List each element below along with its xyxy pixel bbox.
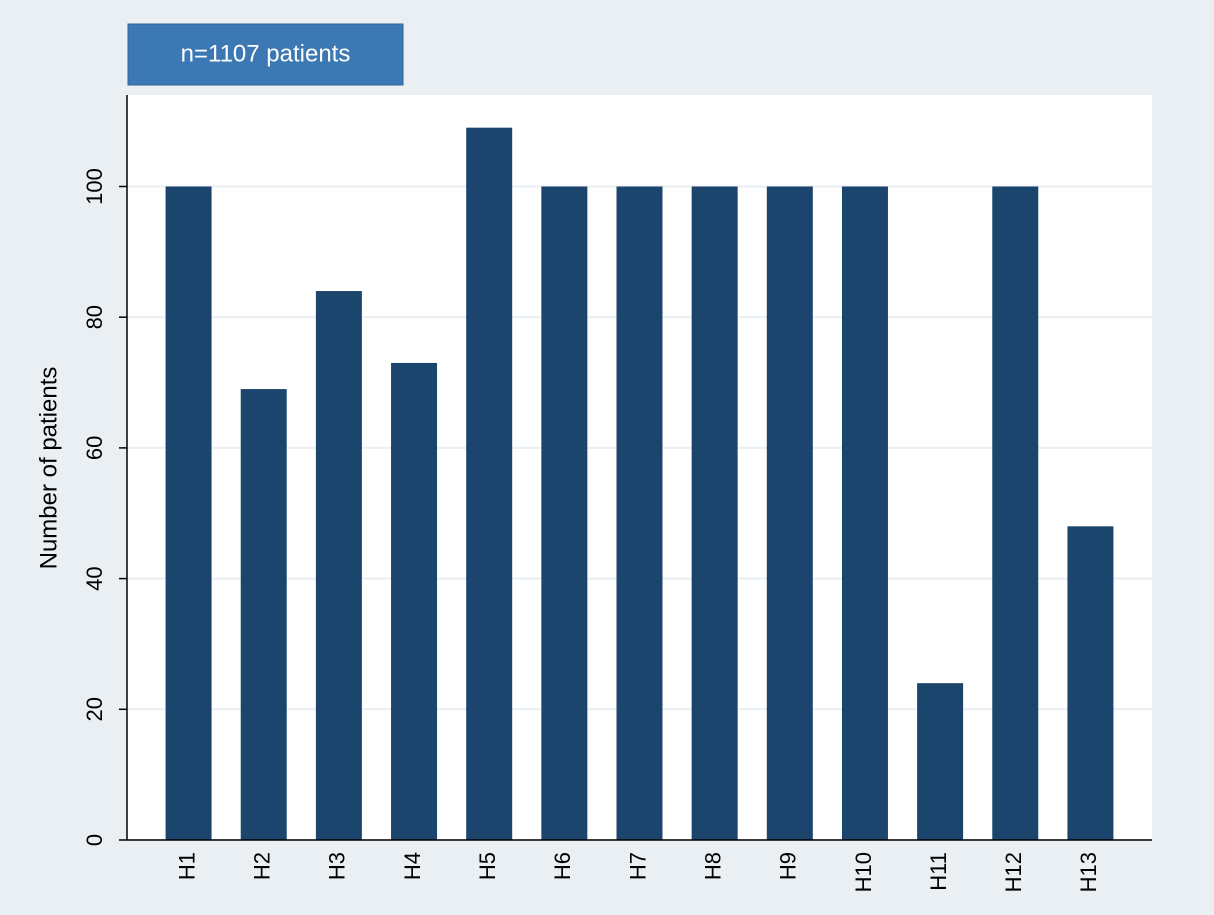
y-tick-label: 60 bbox=[82, 436, 107, 460]
bar bbox=[766, 186, 813, 841]
x-tick-label: H4 bbox=[400, 852, 425, 880]
bar bbox=[616, 186, 663, 841]
x-tick-label: H12 bbox=[1001, 852, 1026, 892]
x-tick-label: H8 bbox=[700, 852, 725, 880]
bar bbox=[466, 127, 513, 841]
y-tick-label: 80 bbox=[82, 305, 107, 329]
bar bbox=[165, 186, 212, 841]
y-tick-label: 0 bbox=[82, 834, 107, 846]
bar bbox=[391, 362, 438, 840]
bar bbox=[841, 186, 888, 841]
y-axis-label: Number of patients bbox=[35, 367, 62, 570]
annotation: n=1107 patients bbox=[181, 40, 351, 67]
x-tick-label: H5 bbox=[475, 852, 500, 880]
bar bbox=[691, 186, 738, 841]
x-tick-label: H11 bbox=[926, 852, 951, 891]
y-tick-label: 20 bbox=[82, 697, 107, 721]
bar bbox=[240, 389, 287, 840]
x-tick-label: H2 bbox=[250, 852, 275, 880]
x-tick-label: H6 bbox=[550, 852, 575, 880]
y-tick-label: 100 bbox=[82, 168, 107, 205]
x-tick-label: H3 bbox=[325, 852, 350, 880]
annotation-box bbox=[127, 23, 404, 86]
x-tick-label: H7 bbox=[625, 852, 650, 880]
bar bbox=[917, 683, 964, 840]
x-tick-label: H13 bbox=[1076, 852, 1101, 892]
x-tick-label: H1 bbox=[174, 852, 199, 880]
bar bbox=[1067, 526, 1114, 840]
bar bbox=[315, 291, 362, 841]
bar bbox=[992, 186, 1039, 841]
bar bbox=[541, 186, 588, 841]
y-tick-label: 40 bbox=[82, 566, 107, 590]
x-tick-label: H10 bbox=[851, 852, 876, 892]
x-tick-label: H9 bbox=[776, 852, 801, 880]
